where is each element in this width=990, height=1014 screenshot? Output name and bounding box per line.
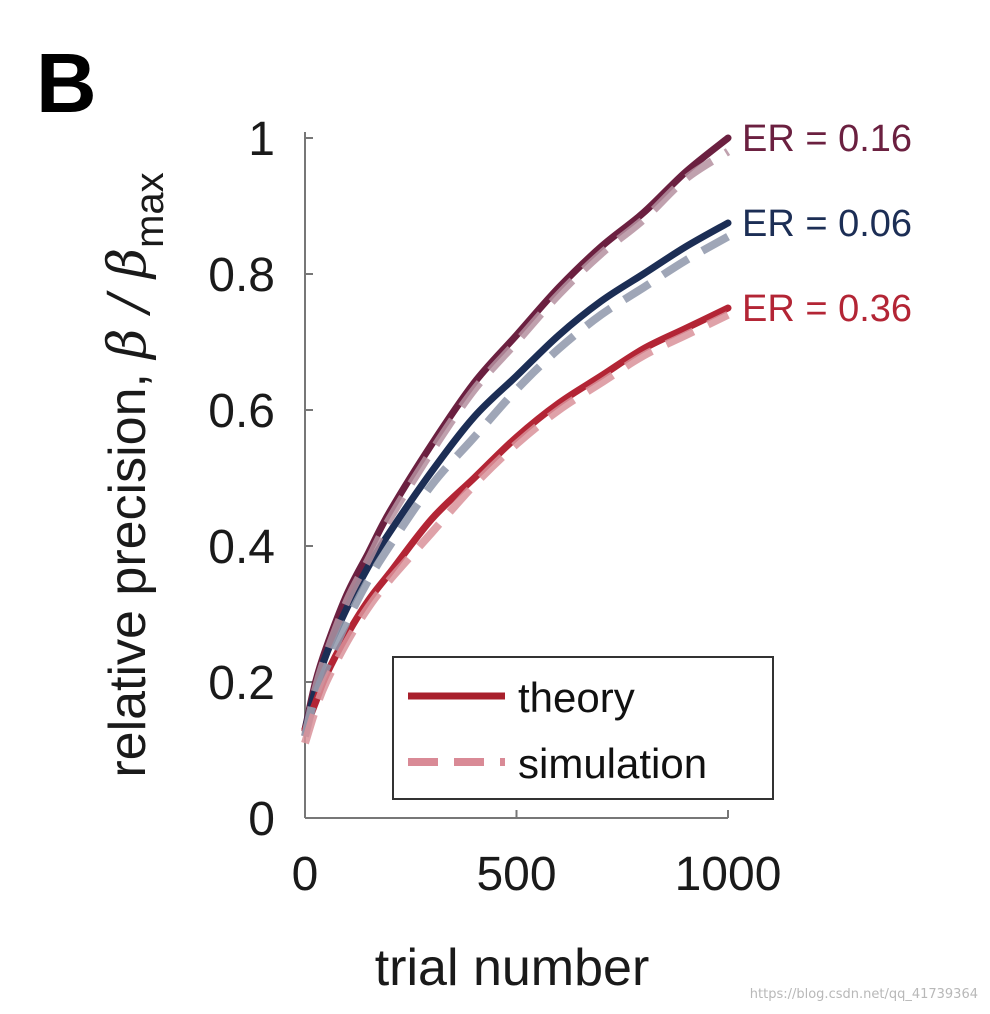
panel-label: B bbox=[36, 36, 97, 130]
y-ticks: 0 0.2 0.4 0.6 0.8 1 bbox=[208, 113, 313, 846]
x-ticks: 0 500 1000 bbox=[292, 810, 782, 901]
series-labels: ER = 0.16 ER = 0.06 ER = 0.36 bbox=[742, 118, 912, 330]
series-group bbox=[301, 134, 732, 745]
theory-line-er-0-06 bbox=[301, 219, 732, 734]
simulation-line-er-0-36 bbox=[301, 311, 730, 745]
series-label-er-0-36: ER = 0.36 bbox=[742, 288, 912, 330]
y-axis-title-symbol: β / β bbox=[98, 248, 158, 361]
legend-box bbox=[392, 656, 774, 800]
legend-simulation-label: simulation bbox=[518, 740, 707, 787]
y-tick-label: 0.6 bbox=[208, 385, 275, 438]
y-tick-label: 0 bbox=[248, 793, 275, 846]
y-axis-title-text: relative precision, bbox=[99, 359, 157, 778]
series-label-er-0-16: ER = 0.16 bbox=[742, 118, 912, 160]
x-tick-label: 0 bbox=[292, 848, 319, 901]
y-axis-title: relative precision, β / βmax bbox=[98, 172, 172, 777]
y-tick-label: 0.2 bbox=[208, 657, 275, 710]
y-tick-label: 0.4 bbox=[208, 521, 275, 574]
legend: theory simulation bbox=[392, 656, 774, 800]
x-tick-label: 500 bbox=[476, 848, 556, 901]
series-label-er-0-06: ER = 0.06 bbox=[742, 203, 912, 245]
simulation-line-er-0-06 bbox=[301, 233, 730, 738]
y-tick-label: 0.8 bbox=[208, 249, 275, 302]
x-axis-title: trial number bbox=[375, 939, 650, 997]
y-tick-label: 1 bbox=[248, 113, 275, 166]
y-axis-title-subscript: max bbox=[128, 172, 172, 248]
simulation-line-er-0-16 bbox=[301, 148, 731, 738]
watermark: https://blog.csdn.net/qq_41739364 bbox=[749, 987, 978, 1002]
x-tick-label: 1000 bbox=[675, 848, 782, 901]
legend-theory-label: theory bbox=[518, 674, 635, 721]
